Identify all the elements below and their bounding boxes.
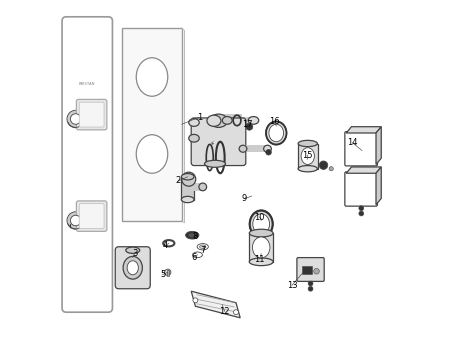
Circle shape	[308, 286, 313, 291]
Ellipse shape	[249, 210, 273, 238]
Circle shape	[193, 298, 198, 303]
Text: BRISTAN: BRISTAN	[79, 82, 95, 86]
Ellipse shape	[266, 121, 287, 145]
Circle shape	[71, 215, 81, 226]
Circle shape	[266, 149, 272, 155]
Circle shape	[359, 211, 364, 216]
Bar	[299, 144, 318, 169]
Ellipse shape	[126, 247, 140, 253]
Bar	[243, 145, 267, 152]
Polygon shape	[376, 167, 381, 205]
Bar	[214, 114, 242, 127]
Text: 10: 10	[254, 212, 265, 222]
Ellipse shape	[205, 160, 226, 167]
FancyBboxPatch shape	[297, 258, 324, 281]
Ellipse shape	[264, 145, 272, 152]
Circle shape	[67, 110, 85, 128]
Circle shape	[71, 114, 81, 124]
FancyBboxPatch shape	[345, 132, 378, 166]
Ellipse shape	[127, 261, 139, 275]
Bar	[181, 177, 194, 199]
Polygon shape	[346, 167, 381, 173]
Ellipse shape	[123, 256, 142, 279]
Ellipse shape	[136, 135, 168, 173]
FancyBboxPatch shape	[79, 102, 104, 127]
Ellipse shape	[253, 214, 270, 234]
Text: 3: 3	[132, 249, 137, 258]
Polygon shape	[122, 28, 182, 221]
Circle shape	[314, 268, 319, 274]
Bar	[227, 117, 253, 124]
Text: 15: 15	[302, 150, 312, 160]
Ellipse shape	[209, 114, 227, 127]
Ellipse shape	[199, 183, 206, 191]
Ellipse shape	[239, 145, 247, 152]
Text: 11: 11	[254, 254, 265, 264]
FancyBboxPatch shape	[79, 204, 104, 229]
Ellipse shape	[248, 117, 259, 124]
Ellipse shape	[269, 124, 284, 142]
Bar	[194, 119, 214, 126]
Ellipse shape	[249, 229, 273, 237]
Bar	[249, 233, 273, 262]
Circle shape	[319, 161, 328, 169]
Ellipse shape	[252, 237, 270, 258]
Text: 7: 7	[200, 246, 206, 255]
Polygon shape	[191, 291, 240, 318]
FancyBboxPatch shape	[62, 17, 113, 312]
Circle shape	[182, 172, 196, 186]
FancyBboxPatch shape	[76, 99, 107, 130]
Text: 14: 14	[347, 138, 358, 147]
Ellipse shape	[189, 134, 199, 142]
Circle shape	[233, 310, 239, 315]
Ellipse shape	[193, 252, 202, 258]
Text: 8: 8	[192, 232, 197, 241]
FancyBboxPatch shape	[115, 247, 150, 289]
Ellipse shape	[188, 233, 196, 237]
Polygon shape	[346, 127, 381, 133]
Text: ⚡: ⚡	[209, 140, 214, 147]
FancyBboxPatch shape	[191, 118, 246, 166]
Ellipse shape	[199, 245, 206, 248]
Circle shape	[246, 123, 253, 130]
Ellipse shape	[222, 117, 232, 124]
Bar	[187, 183, 203, 191]
Text: 1: 1	[197, 113, 202, 122]
Ellipse shape	[136, 58, 168, 96]
Text: 12: 12	[219, 307, 230, 316]
Bar	[302, 266, 312, 274]
Circle shape	[329, 167, 333, 171]
Ellipse shape	[249, 258, 273, 266]
Text: 5: 5	[160, 270, 165, 279]
Ellipse shape	[207, 115, 221, 126]
Ellipse shape	[189, 119, 199, 126]
Circle shape	[165, 269, 171, 275]
Text: 6: 6	[191, 253, 197, 262]
Polygon shape	[376, 127, 381, 164]
Circle shape	[67, 212, 85, 229]
Bar	[166, 270, 169, 276]
Text: 17: 17	[242, 120, 252, 130]
FancyBboxPatch shape	[345, 172, 378, 206]
Circle shape	[308, 281, 313, 286]
Text: 4: 4	[163, 241, 168, 250]
Text: 2: 2	[176, 176, 181, 186]
Text: 9: 9	[242, 194, 247, 203]
Ellipse shape	[181, 196, 194, 203]
Ellipse shape	[181, 174, 194, 180]
FancyBboxPatch shape	[76, 201, 107, 231]
Text: 13: 13	[287, 281, 297, 290]
Ellipse shape	[298, 166, 318, 172]
Ellipse shape	[186, 231, 199, 239]
Ellipse shape	[301, 148, 314, 164]
Text: 16: 16	[269, 117, 280, 126]
Ellipse shape	[298, 140, 318, 147]
Ellipse shape	[197, 244, 208, 250]
Circle shape	[359, 206, 364, 211]
